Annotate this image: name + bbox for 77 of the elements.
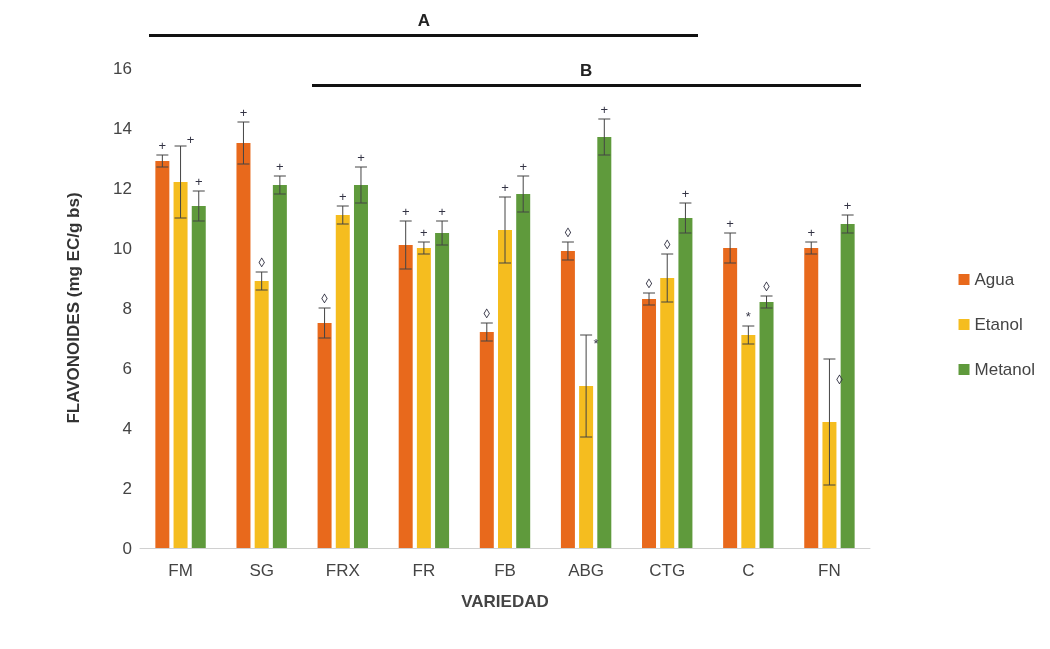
legend-label: Agua bbox=[974, 270, 1015, 289]
annotation: B bbox=[579, 61, 593, 80]
data-label: + bbox=[401, 204, 410, 219]
data-label: ◊ bbox=[258, 255, 266, 270]
data-label: + bbox=[357, 150, 365, 165]
y-tick-label: 16 bbox=[113, 58, 132, 78]
x-tick-label: C bbox=[742, 561, 755, 580]
data-label: + bbox=[519, 159, 527, 174]
y-tick-label: 14 bbox=[113, 118, 132, 138]
bar bbox=[416, 248, 431, 548]
bar bbox=[516, 194, 531, 548]
data-label: ◊ bbox=[664, 237, 671, 252]
bar bbox=[560, 251, 575, 548]
bar bbox=[723, 248, 738, 548]
y-tick-label: 8 bbox=[122, 298, 132, 318]
x-axis-title: VARIEDAD bbox=[461, 592, 549, 611]
data-label: + bbox=[239, 105, 248, 120]
bar bbox=[660, 278, 675, 548]
y-tick-label: 0 bbox=[122, 538, 132, 558]
y-tick-label: 4 bbox=[122, 418, 132, 438]
bar bbox=[498, 230, 512, 548]
data-label: ◊ bbox=[321, 291, 329, 306]
data-label: + bbox=[501, 180, 509, 195]
data-label: + bbox=[276, 159, 284, 174]
legend-label: Etanol bbox=[974, 315, 1023, 334]
data-label: + bbox=[186, 132, 195, 147]
bar bbox=[597, 137, 612, 548]
data-label: + bbox=[338, 189, 347, 204]
data-label: ◊ bbox=[483, 306, 491, 321]
bar bbox=[353, 185, 368, 548]
x-tick-label: FB bbox=[494, 561, 516, 580]
y-tick-label: 2 bbox=[122, 478, 132, 498]
text: A bbox=[417, 11, 431, 30]
bar bbox=[435, 233, 450, 548]
bar bbox=[579, 386, 594, 548]
legend-label: Metanol bbox=[974, 360, 1035, 379]
data-label: ◊ bbox=[564, 225, 572, 240]
bar bbox=[317, 323, 332, 548]
bar bbox=[236, 143, 251, 548]
data-label: + bbox=[194, 174, 203, 189]
bar bbox=[804, 248, 819, 548]
data-label: + bbox=[600, 102, 609, 117]
bar bbox=[254, 281, 269, 548]
data-label: + bbox=[726, 216, 734, 231]
y-tick-label: 12 bbox=[113, 178, 132, 198]
bar bbox=[741, 335, 756, 548]
x-tick-label: FM bbox=[168, 561, 193, 580]
bar bbox=[398, 245, 413, 548]
bar bbox=[479, 332, 494, 548]
data-label: + bbox=[681, 186, 690, 201]
x-tick-label: CTG bbox=[649, 561, 686, 580]
bar bbox=[822, 422, 837, 548]
data-label: + bbox=[420, 225, 428, 240]
bar bbox=[272, 185, 287, 548]
x-tick-label: FRX bbox=[325, 561, 360, 580]
y-tick-label: 10 bbox=[113, 238, 132, 258]
data-label: * bbox=[745, 309, 751, 324]
data-label: + bbox=[843, 198, 852, 213]
y-tick-label: 6 bbox=[122, 358, 132, 378]
x-tick-label: FN bbox=[818, 561, 841, 580]
bar bbox=[155, 161, 170, 548]
x-tick-label: FR bbox=[412, 561, 436, 580]
data-label: * bbox=[593, 336, 599, 351]
bar bbox=[335, 215, 350, 548]
data-label: + bbox=[158, 138, 167, 153]
x-tick-label: SG bbox=[249, 561, 274, 580]
bar bbox=[191, 206, 206, 548]
x-tick-label: ABG bbox=[568, 561, 605, 580]
data-label: + bbox=[438, 204, 446, 219]
bar bbox=[759, 302, 774, 548]
bar bbox=[642, 299, 657, 548]
data-label: + bbox=[807, 225, 816, 240]
data-label: ◊ bbox=[763, 279, 771, 294]
bar bbox=[173, 182, 188, 548]
data-label: ◊ bbox=[645, 276, 653, 291]
y-axis-title: FLAVONOIDES (mg EC/g bs) bbox=[64, 192, 83, 424]
bar bbox=[678, 218, 693, 548]
